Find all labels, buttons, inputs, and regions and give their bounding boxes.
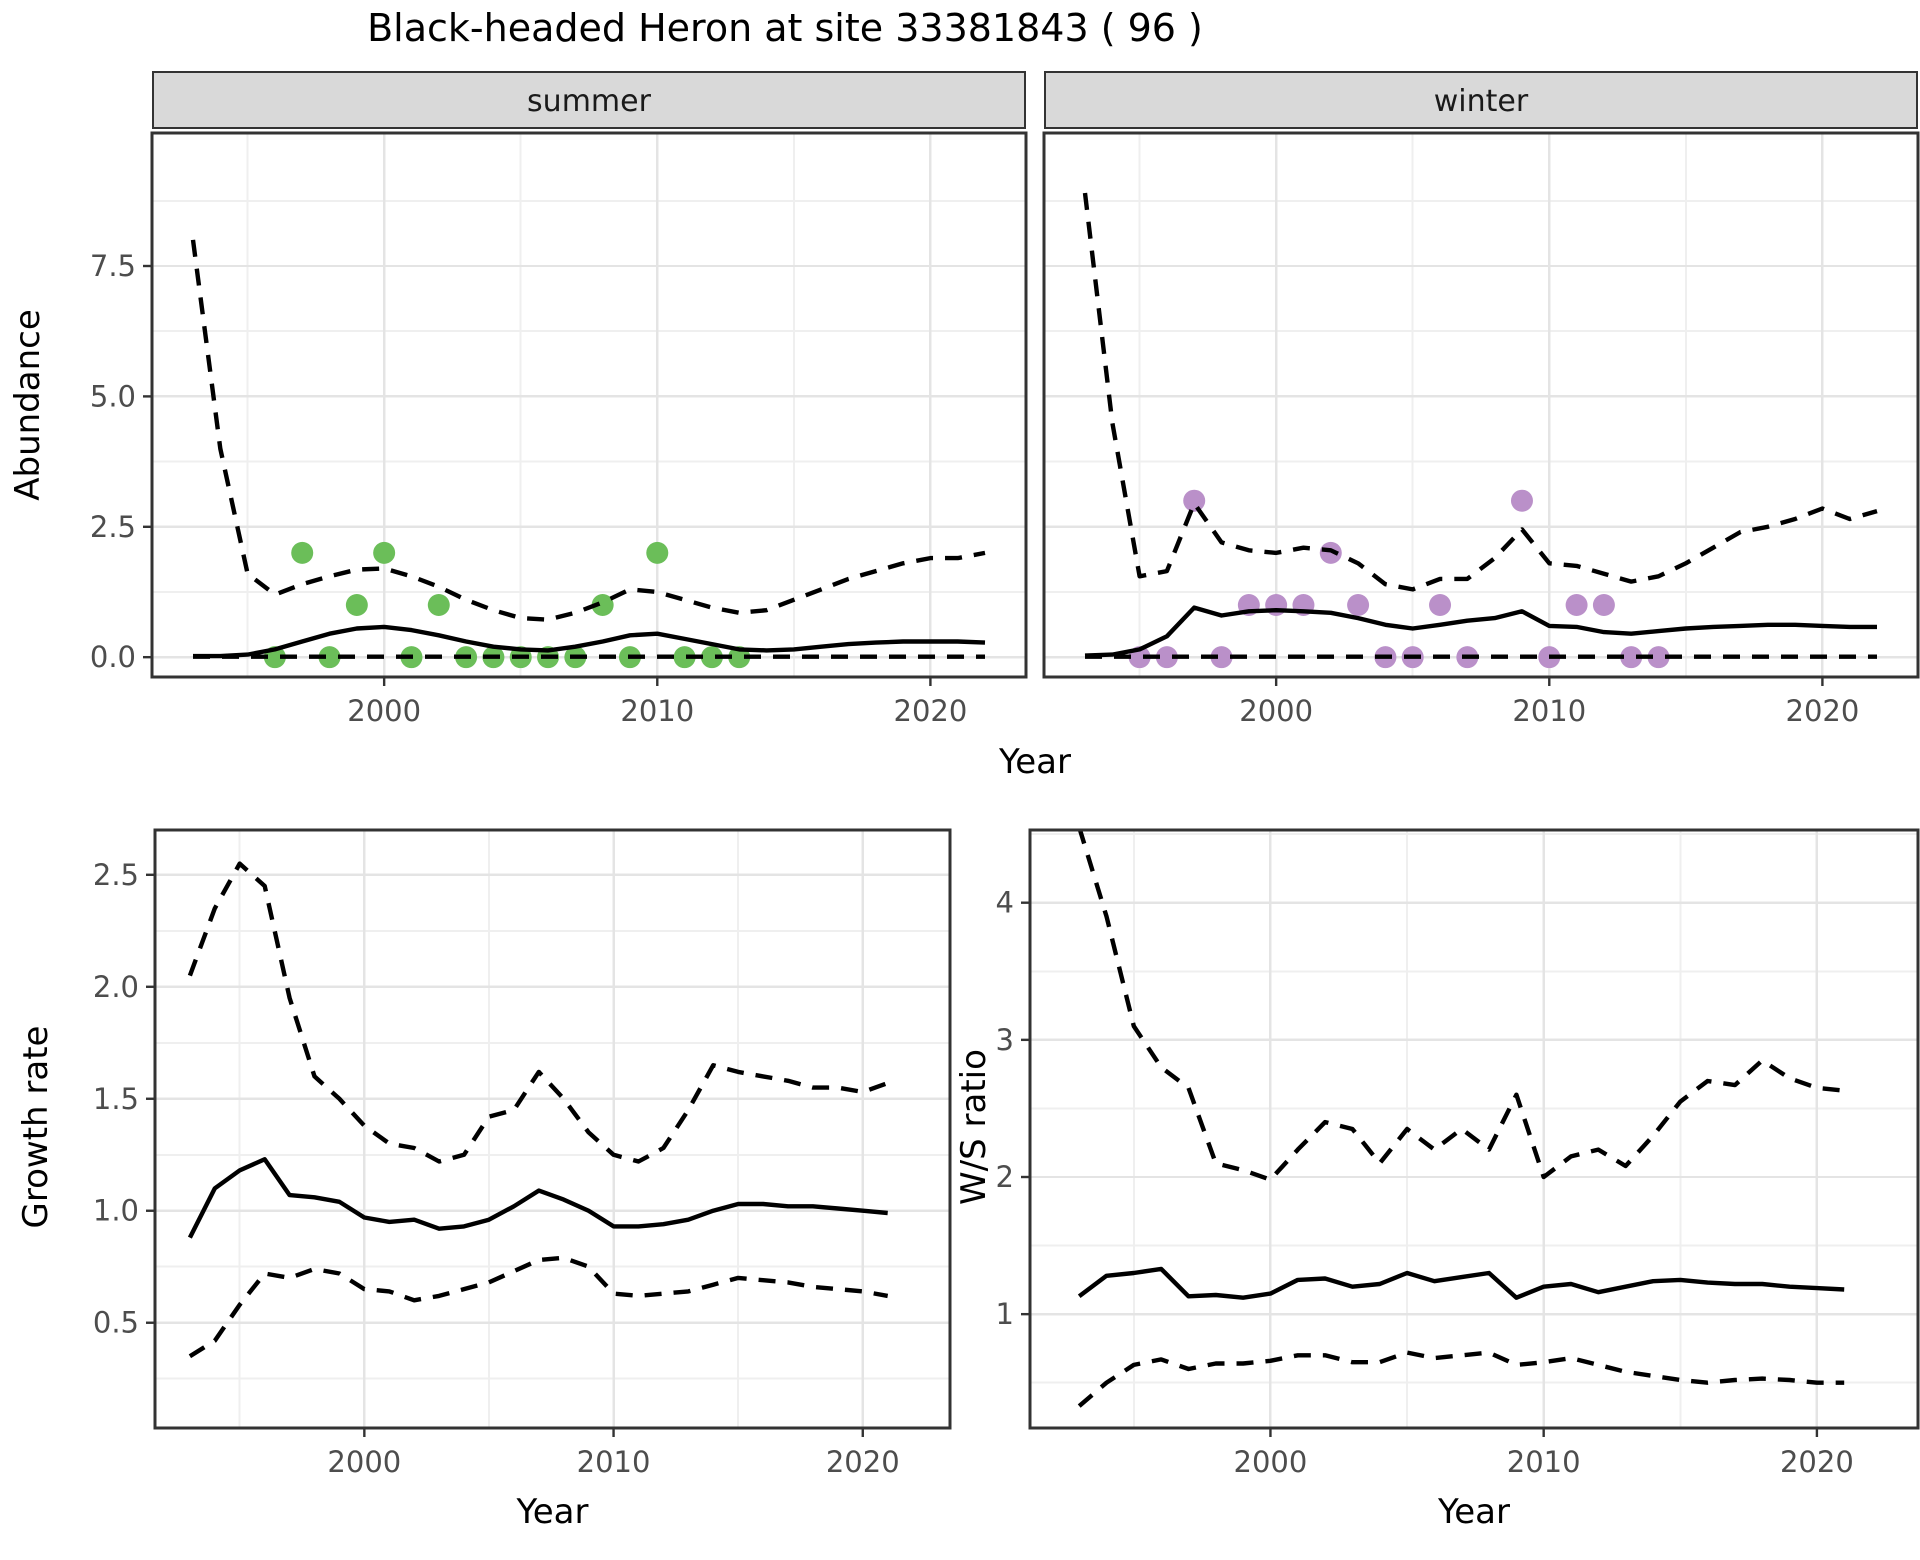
y-tick-label: 2.5	[93, 858, 139, 892]
axes-growth-rate: 2000 2010 2020 0.5 1.0 1.5 2.0 2.5	[93, 858, 900, 1479]
data-point	[1319, 541, 1342, 564]
y-tick-label: 1	[996, 1297, 1014, 1331]
axes-abundance-winter: 2000 2010 2020	[1239, 677, 1859, 728]
data-point	[1210, 646, 1233, 669]
y-tick-label: 0.5	[93, 1306, 139, 1340]
x-tick-label: 2010	[1507, 1445, 1581, 1479]
x-tick-label: 2020	[1780, 1445, 1854, 1479]
data-point	[1620, 646, 1643, 669]
x-tick-label: 2020	[894, 694, 968, 728]
x-axis-title-year-top: Year	[999, 742, 1071, 782]
y-tick-label: 2	[996, 1160, 1014, 1194]
data-point	[673, 646, 696, 669]
data-point	[1565, 594, 1588, 617]
facet-strip-winter-label: winter	[1433, 84, 1529, 119]
y-tick-label: 7.5	[90, 249, 136, 283]
axes-abundance-summer: 2000 2010 2020 0.0 2.5 5.0 7.5	[90, 249, 967, 728]
y-tick-label: 3	[996, 1023, 1014, 1057]
x-tick-label: 2020	[1786, 694, 1860, 728]
series-upper_ci	[1082, 192, 1878, 592]
panel-growth-rate: 2000 2010 2020 0.5 1.0 1.5 2.0 2.5	[93, 828, 952, 1479]
data-point	[1155, 646, 1178, 669]
gridlines-abundance-winter	[1044, 133, 1918, 677]
x-tick-label: 2000	[327, 1445, 401, 1479]
panel-ws-ratio: 2000 2010 2020 1 2 3 4	[996, 828, 1920, 1479]
series-median	[193, 624, 986, 659]
y-tick-label: 0.0	[90, 640, 136, 674]
axes-ws-ratio: 2000 2010 2020 1 2 3 4	[996, 886, 1854, 1479]
data-point	[1265, 594, 1288, 617]
x-tick-label: 2000	[347, 694, 421, 728]
data-layer-ws-ratio	[1077, 830, 1845, 1408]
series-upper_ci	[187, 861, 889, 1164]
data-point	[1510, 489, 1533, 512]
plot-title: Black-headed Heron at site 33381843 ( 96…	[367, 6, 1203, 50]
data-point	[373, 541, 396, 564]
x-tick-label: 2010	[620, 694, 694, 728]
panel-abundance-winter: 2000 2010 2020	[1042, 131, 1920, 728]
panel-abundance-summer: 2000 2010 2020 0.0 2.5 5.0 7.5	[90, 131, 1028, 728]
x-tick-label: 2010	[1512, 694, 1586, 728]
x-tick-label: 2010	[577, 1445, 651, 1479]
gridlines-ws-ratio	[1030, 830, 1918, 1428]
x-axis-title-year-ws: Year	[1438, 1492, 1510, 1532]
data-point	[427, 594, 450, 617]
data-point	[591, 594, 614, 617]
y-axis-title-ws-ratio: W/S ratio	[954, 1049, 994, 1205]
data-point	[345, 594, 368, 617]
y-tick-label: 1.0	[93, 1194, 139, 1228]
data-point	[1647, 646, 1670, 669]
data-layer-growth-rate	[187, 861, 889, 1359]
data-layer-abundance-summer	[190, 239, 986, 669]
y-tick-label: 2.5	[90, 510, 136, 544]
x-axis-title-year-growth: Year	[516, 1492, 589, 1532]
facet-strip-summer: summer	[152, 71, 1026, 129]
series-median	[1077, 1266, 1845, 1300]
data-point	[1183, 489, 1206, 512]
gridlines-abundance-summer	[152, 133, 1026, 677]
data-layer-abundance-winter	[1082, 192, 1878, 669]
x-tick-label: 2000	[1239, 694, 1313, 728]
y-tick-label: 2.0	[93, 970, 139, 1004]
series-median	[187, 1156, 888, 1239]
data-point	[1347, 594, 1370, 617]
data-point	[1429, 594, 1452, 617]
y-tick-label: 5.0	[90, 379, 136, 413]
y-tick-label: 4	[996, 886, 1014, 920]
x-tick-label: 2020	[826, 1445, 900, 1479]
y-tick-label: 1.5	[93, 1082, 139, 1116]
data-point	[646, 541, 669, 564]
data-point	[291, 541, 314, 564]
series-lower_ci	[188, 1255, 889, 1359]
data-point	[318, 646, 341, 669]
x-tick-label: 2000	[1234, 1445, 1308, 1479]
facet-strip-winter: winter	[1044, 71, 1918, 129]
series-median	[1084, 605, 1877, 658]
facet-strip-summer-label: summer	[527, 84, 651, 119]
data-point	[700, 646, 723, 669]
y-axis-title-growth-rate: Growth rate	[16, 1025, 56, 1229]
y-axis-title-abundance: Abundance	[8, 309, 48, 501]
data-point	[1592, 594, 1615, 617]
gridlines-growth-rate	[155, 830, 950, 1428]
series-upper_ci	[190, 239, 986, 622]
